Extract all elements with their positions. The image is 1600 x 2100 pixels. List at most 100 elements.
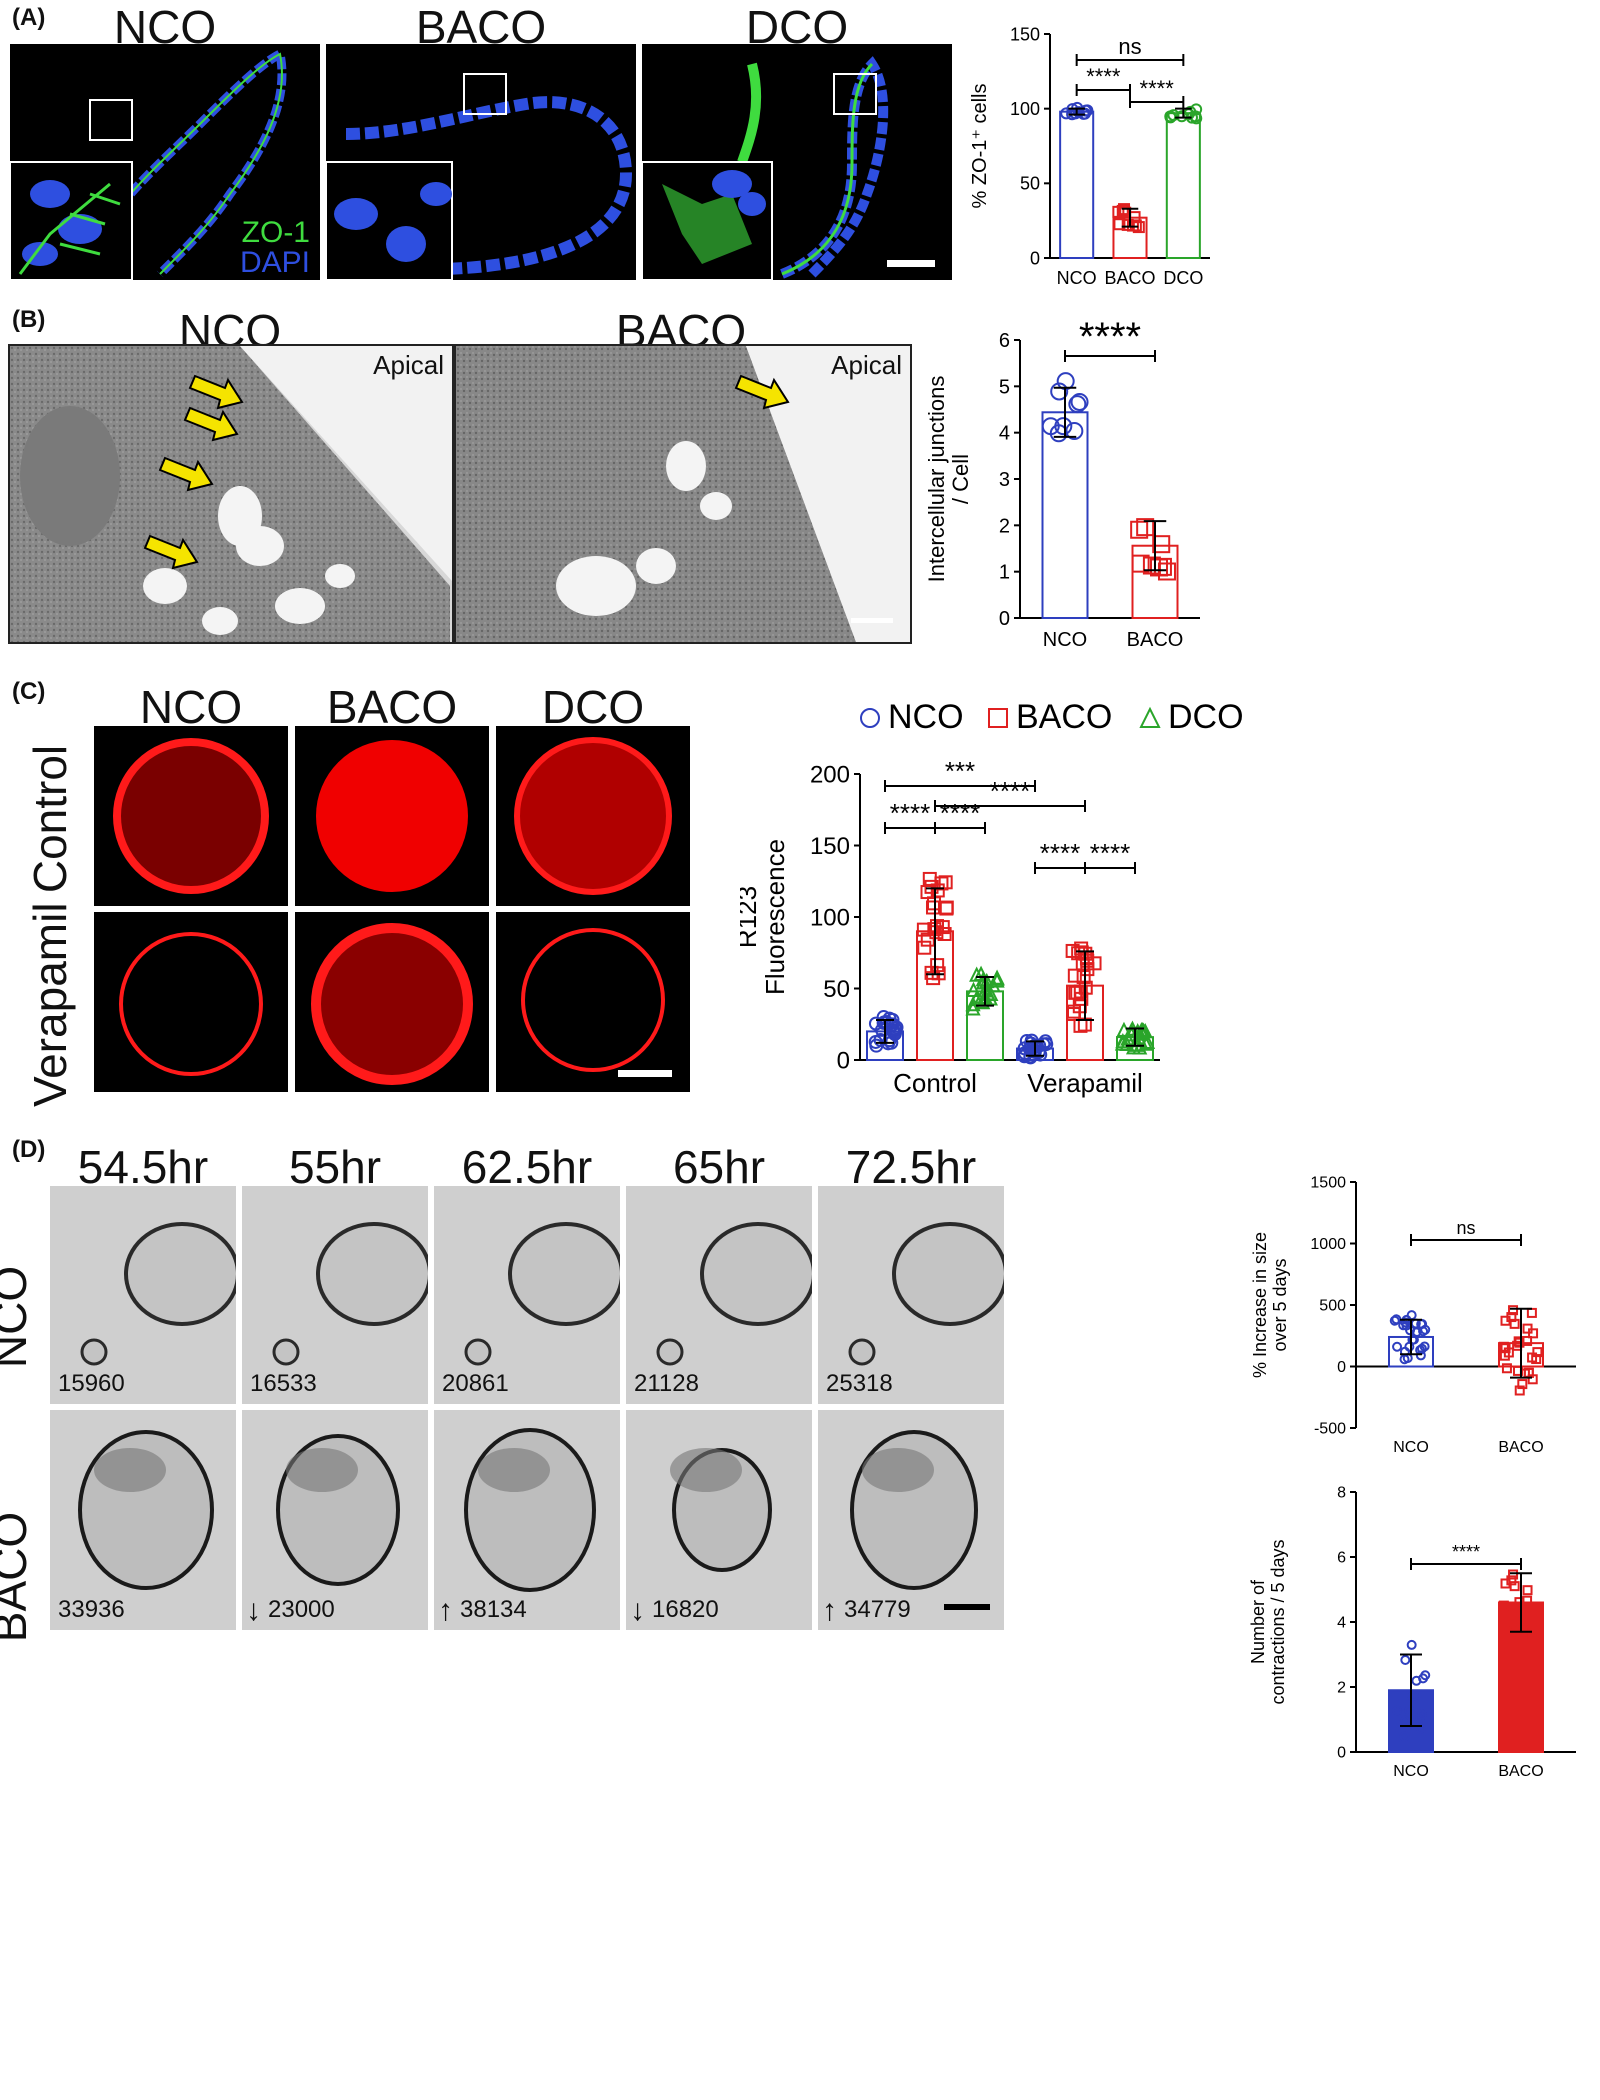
organoid-image — [272, 1222, 428, 1366]
panel-b-em-image-nco: Apical — [8, 344, 454, 644]
data-point — [1072, 106, 1085, 119]
panel-d-row-nco: NCO — [0, 1265, 36, 1369]
significance-label: **** — [1079, 318, 1141, 359]
organoid — [316, 1222, 428, 1326]
data-point — [1415, 1350, 1426, 1361]
y-tick-label: 200 — [810, 761, 850, 788]
brightfield-image-baco-1: 33936 — [50, 1410, 236, 1630]
bar — [1165, 112, 1201, 259]
data-point — [879, 1014, 894, 1029]
x-tick-label: BACO — [1104, 268, 1155, 288]
y-tick-label: 2 — [999, 515, 1010, 537]
brightfield-image-baco-4: 16820 ↓ — [626, 1410, 812, 1630]
panel-a-micrograph-nco: ZO-1 DAPI — [10, 44, 320, 280]
y-tick-label: 4 — [1337, 1615, 1346, 1632]
data-point — [1392, 1341, 1403, 1352]
data-point — [1404, 1705, 1415, 1716]
y-tick-label: 1000 — [1310, 1236, 1346, 1253]
chart-size-increase: -500 0 500 1000 1500 % Increase in sizeover 5… — [1250, 1175, 1576, 1456]
data-point — [1514, 1385, 1525, 1396]
data-point — [1116, 204, 1129, 217]
organoid-debris — [478, 1448, 550, 1492]
data-point — [1080, 953, 1095, 968]
image-timestamp-count: 15960 — [58, 1370, 125, 1397]
data-point — [1501, 1618, 1512, 1629]
organoid-image — [670, 1448, 772, 1572]
tem-image-nco — [10, 346, 452, 642]
data-point — [922, 871, 937, 886]
brightfield-image-nco-3: 20861 — [434, 1186, 620, 1404]
bar — [1059, 110, 1095, 259]
panel-d-row-baco: BACO — [0, 1511, 36, 1643]
image-timestamp-count: 21128 — [634, 1370, 699, 1397]
y-tick-label: 3 — [999, 469, 1010, 491]
r123-image — [521, 928, 672, 1077]
data-point — [1070, 985, 1085, 1000]
y-axis-label-line: / Cell — [948, 454, 973, 504]
y-tick-label: 0 — [837, 1047, 850, 1074]
y-tick-label: 0 — [999, 608, 1010, 630]
data-point — [1135, 1022, 1152, 1038]
data-point — [1415, 1723, 1426, 1734]
data-point — [938, 875, 953, 890]
r123-image — [119, 932, 263, 1076]
y-axis-label-line: contractions / 5 days — [1268, 1539, 1288, 1704]
image-timestamp-count: 23000 — [268, 1596, 335, 1623]
y-tick-label: 2 — [1337, 1680, 1346, 1697]
chart-intercellular-junctions: 0 1 2 3 4 5 6 Intercellular junctions/ Cell NCO B… — [924, 318, 1200, 651]
legend-label: BACO — [1016, 698, 1112, 736]
panel-d-time-4: 65hr — [672, 1141, 766, 1193]
data-point — [1164, 110, 1177, 123]
x-tick-label: NCO — [1043, 629, 1087, 651]
y-tick-label: 6 — [1337, 1550, 1346, 1567]
organoid-image — [850, 1430, 978, 1590]
data-point — [1407, 1334, 1418, 1345]
y-axis-label-line: R123 — [740, 886, 762, 948]
data-point — [1514, 1597, 1525, 1608]
organoid — [124, 1222, 236, 1326]
x-tick-label: NCO — [1057, 268, 1097, 288]
legend-marker — [1139, 706, 1161, 728]
data-point — [1067, 968, 1082, 983]
data-point — [1416, 1709, 1427, 1720]
zo1-stain-label: ZO-1 — [241, 216, 310, 249]
organoid-image — [80, 1222, 236, 1366]
apical-label-nco: Apical — [373, 350, 444, 380]
chart-zo1-positive-cells: 0 50 100 150 % ZO-1⁺ cells NCO BACO DCO ns **** **… — [969, 24, 1210, 288]
data-point — [1508, 1569, 1519, 1580]
organoid-small — [272, 1338, 300, 1366]
organoid-debris — [670, 1448, 742, 1492]
data-point — [1498, 1600, 1509, 1611]
significance-label: **** — [890, 798, 930, 828]
x-tick-label: Control — [893, 1068, 977, 1098]
y-tick-label: 4 — [999, 423, 1010, 445]
brightfield-image-baco-5: 34779 ↑ — [818, 1410, 1004, 1630]
panel-d-time-2: 55hr — [288, 1141, 382, 1193]
y-axis-label-line: Intercellular junctions — [924, 376, 949, 583]
organoid — [700, 1222, 812, 1326]
organoid-debris — [94, 1448, 166, 1492]
data-point — [868, 1016, 883, 1031]
data-point — [926, 971, 941, 986]
organoid-small — [656, 1338, 684, 1366]
y-axis-label: Intercellular junctions/ Cell — [924, 376, 973, 583]
x-tick-label: Verapamil — [1027, 1068, 1143, 1098]
data-point — [1522, 1585, 1533, 1596]
data-point — [1113, 218, 1126, 231]
significance-label: **** — [940, 798, 980, 828]
significance-label: **** — [1140, 76, 1175, 101]
y-tick-label: 5 — [999, 376, 1010, 398]
data-point — [1130, 520, 1149, 539]
y-tick-label: 50 — [1020, 174, 1040, 194]
y-tick-label: 1 — [999, 562, 1010, 584]
data-point — [1411, 1675, 1422, 1686]
y-tick-label: 1500 — [1310, 1175, 1346, 1192]
panel-a-micrograph-baco — [326, 44, 636, 280]
data-point — [1400, 1654, 1411, 1665]
panel-d-label: (D) — [12, 1136, 46, 1163]
arrow-up-icon: ↑ — [438, 1594, 453, 1627]
panel-a-micrograph-dco — [642, 44, 952, 280]
data-point — [1517, 1632, 1528, 1643]
organoid-debris — [862, 1448, 934, 1492]
data-point — [1131, 554, 1150, 573]
